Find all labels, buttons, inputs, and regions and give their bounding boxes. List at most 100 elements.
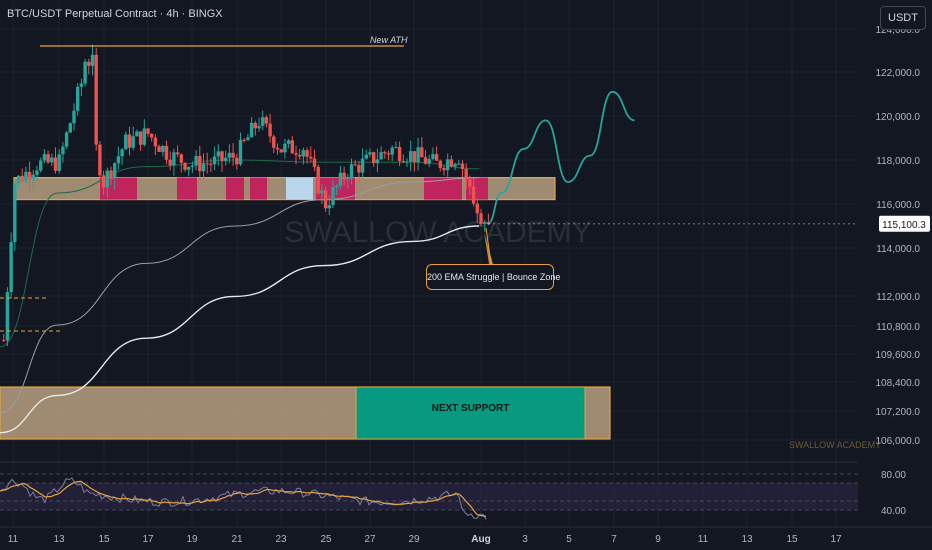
candle-body — [98, 144, 102, 176]
candle — [35, 165, 39, 181]
candle — [235, 153, 239, 170]
candle-body — [13, 183, 17, 243]
rsi-band — [0, 483, 858, 510]
candle-body — [261, 117, 265, 126]
time-tick-label: 27 — [364, 534, 376, 545]
current-price-tag — [879, 215, 930, 232]
candle-body — [275, 147, 280, 150]
candle-body — [116, 156, 121, 164]
candle — [312, 149, 317, 172]
candle-body — [353, 164, 357, 166]
corner-watermark: SWALLOW ACADEMY — [789, 440, 882, 450]
candle-body — [194, 155, 198, 166]
candle — [157, 144, 161, 152]
ema-line — [0, 159, 480, 348]
candle-body — [327, 205, 331, 209]
candle-body — [53, 157, 58, 171]
highlight-block — [226, 177, 244, 200]
candle-body — [94, 54, 98, 145]
candle-body — [138, 131, 143, 145]
candle-body — [42, 154, 47, 161]
candle-body — [357, 165, 361, 173]
candle-body — [57, 154, 61, 171]
candle — [409, 140, 413, 172]
candle — [431, 147, 435, 161]
candle — [209, 158, 213, 172]
annotations — [0, 45, 880, 332]
time-tick-label: 13 — [53, 534, 65, 545]
candle-body — [113, 163, 117, 179]
candle-body — [61, 146, 65, 155]
candle-body — [438, 160, 442, 168]
candle — [175, 145, 180, 158]
candle-body — [471, 186, 476, 204]
candle-body — [475, 203, 479, 214]
candle — [90, 44, 95, 76]
candle-body — [183, 162, 187, 170]
time-tick-label: 3 — [522, 534, 528, 545]
time-tick-label: 21 — [231, 534, 243, 545]
candle-body — [68, 123, 72, 133]
candle — [39, 157, 43, 173]
candle-body — [242, 139, 246, 141]
candle-body — [16, 175, 21, 184]
candle-body — [449, 159, 454, 167]
candle-body — [298, 154, 302, 157]
candle-body — [146, 128, 150, 134]
candle-body — [249, 122, 254, 138]
candle-body — [312, 158, 317, 167]
highlight-block — [100, 177, 137, 200]
time-tick-label: 15 — [98, 534, 110, 545]
candle — [105, 167, 109, 198]
candle — [94, 47, 98, 151]
candle-body — [264, 117, 269, 124]
candle — [164, 140, 169, 165]
candle-body — [83, 61, 87, 84]
currency-button[interactable]: USDT — [880, 6, 926, 30]
price-tick-label: 114,000.0 — [876, 244, 920, 255]
candle-body — [227, 152, 232, 158]
price-tick-label: 108,400.0 — [876, 378, 921, 389]
bounce-pointer-line — [485, 227, 492, 265]
candle — [412, 151, 417, 172]
candle — [183, 162, 187, 172]
highlight-block — [286, 177, 313, 200]
candle — [16, 175, 21, 190]
candle — [475, 198, 479, 223]
candle — [305, 147, 309, 164]
time-tick-label: 11 — [8, 534, 19, 545]
price-tick-label: 118,000.0 — [876, 156, 920, 167]
candle — [187, 166, 191, 177]
candle — [216, 144, 220, 166]
rsi-panel — [0, 461, 858, 520]
candle — [120, 148, 124, 166]
candle — [390, 145, 394, 162]
candle-body — [246, 137, 250, 141]
candle-body — [379, 152, 383, 160]
candle-body — [272, 136, 276, 148]
candle — [401, 154, 405, 164]
candle — [420, 137, 424, 158]
candle — [349, 158, 354, 185]
candle-body — [198, 155, 202, 172]
next-support-label: NEXT SUPPORT — [431, 403, 510, 414]
candle-body — [190, 165, 195, 167]
candle-body — [427, 158, 431, 164]
candle-body — [235, 157, 239, 165]
candle-body — [187, 166, 191, 170]
candle — [249, 117, 254, 138]
rsi-ma-line — [0, 480, 487, 517]
candle-body — [423, 157, 428, 164]
candle — [109, 166, 113, 185]
price-axis-bg — [858, 0, 932, 527]
candle — [416, 137, 420, 171]
candle — [427, 154, 431, 168]
candle — [161, 144, 165, 157]
candle — [397, 141, 402, 167]
price-tick-label: 124,000.0 — [876, 25, 921, 36]
candle-body — [27, 171, 32, 180]
candle — [320, 183, 324, 204]
time-tick-label: 5 — [566, 534, 572, 545]
candle — [205, 152, 209, 174]
